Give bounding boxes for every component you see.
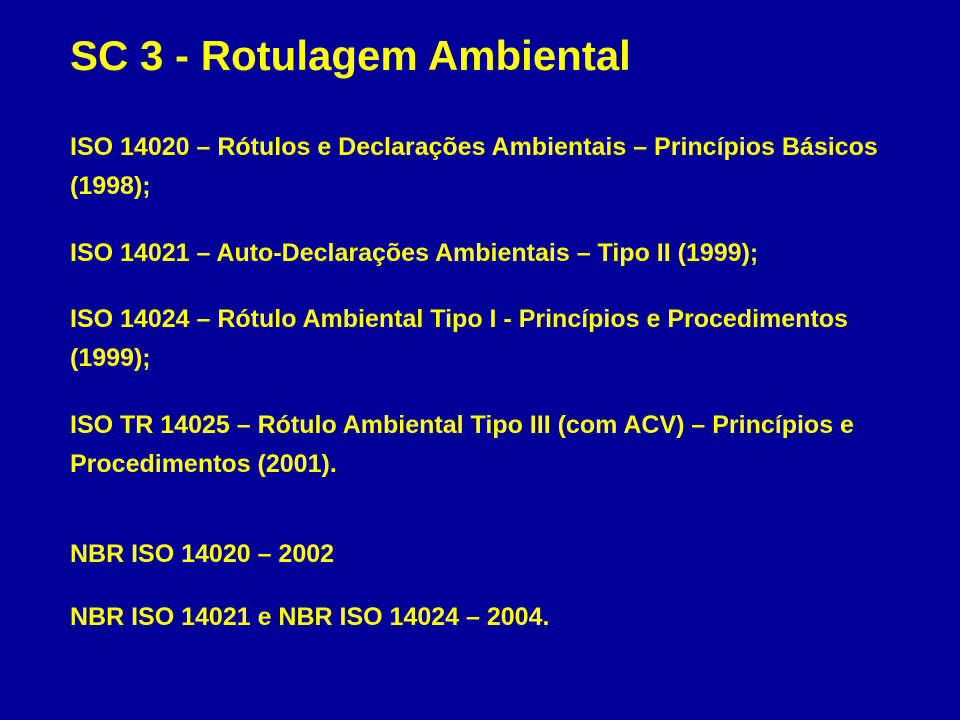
entry-iso-tr-14025-line1: ISO TR 14025 – Rótulo Ambiental Tipo III… (70, 406, 910, 445)
entry-iso-tr-14025-line2: Procedimentos (2001). (70, 445, 910, 484)
footer-nbr-14021-14024: NBR ISO 14021 e NBR ISO 14024 – 2004. (70, 598, 910, 637)
entry-iso-14020: ISO 14020 – Rótulos e Declarações Ambien… (70, 128, 910, 206)
slide-body: ISO 14020 – Rótulos e Declarações Ambien… (70, 128, 910, 637)
footer-block: NBR ISO 14020 – 2002 NBR ISO 14021 e NBR… (70, 535, 910, 637)
entry-iso-14021: ISO 14021 – Auto-Declarações Ambientais … (70, 234, 910, 273)
entry-iso-14024: ISO 14024 – Rótulo Ambiental Tipo I - Pr… (70, 300, 910, 378)
footer-nbr-14020: NBR ISO 14020 – 2002 (70, 535, 910, 574)
slide: SC 3 - Rotulagem Ambiental ISO 14020 – R… (0, 0, 960, 720)
slide-title: SC 3 - Rotulagem Ambiental (70, 32, 910, 80)
